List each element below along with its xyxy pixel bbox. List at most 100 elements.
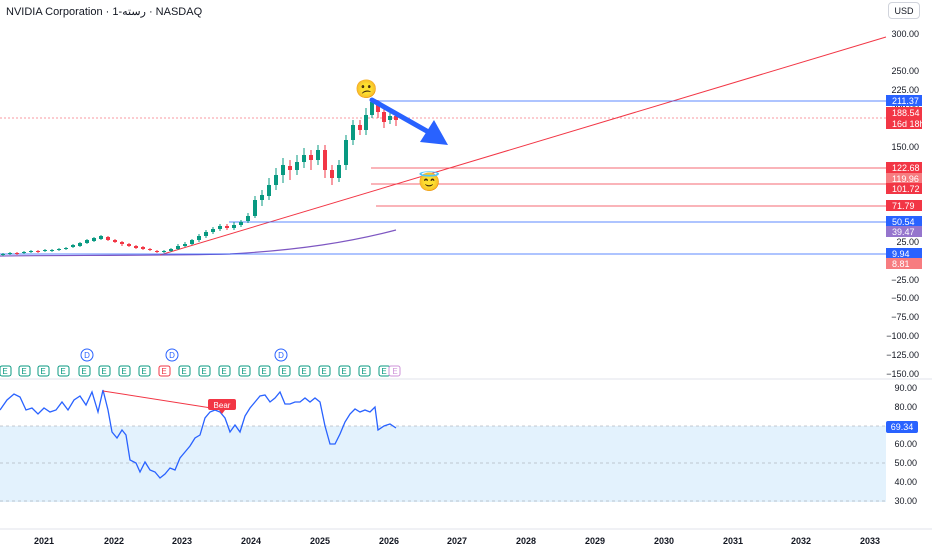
earnings-marker[interactable] [258, 365, 271, 377]
earnings-letter: E [392, 367, 397, 376]
price-tag-label: 8.81 [892, 259, 910, 269]
price-pane[interactable]: 😕 😇 [0, 36, 887, 257]
candle-body [64, 248, 68, 249]
candle-body [8, 253, 12, 254]
earnings-marker[interactable] [118, 365, 131, 377]
candle-body [190, 240, 194, 244]
earnings-marker[interactable] [218, 365, 231, 377]
currency-button[interactable]: USD [888, 2, 920, 19]
earnings-marker[interactable] [318, 365, 331, 377]
candle-body [99, 236, 103, 239]
earnings-marker[interactable] [278, 365, 291, 377]
price-tag-label: 101.72 [892, 184, 920, 194]
price-tag-label: 211.37 [892, 96, 919, 106]
earnings-marker[interactable] [238, 365, 251, 377]
price-tag-label: 188.54 [892, 108, 920, 118]
earnings-letter: E [181, 367, 186, 376]
earnings-marker[interactable] [138, 365, 151, 377]
price-axis-tick: −150.00 [886, 369, 919, 379]
candle-body [394, 116, 398, 120]
candle-body [281, 165, 285, 175]
time-axis-year: 2030 [654, 536, 674, 546]
time-axis-year: 2021 [34, 536, 54, 546]
candle-body [71, 245, 75, 247]
earnings-marker[interactable] [298, 365, 311, 377]
earnings-marker[interactable] [338, 365, 351, 377]
candle-body [323, 150, 327, 170]
bear-divergence-tag: Bear [208, 399, 236, 414]
earnings-marker[interactable] [158, 365, 171, 377]
price-tag-label: 119.96 [892, 174, 919, 184]
time-axis-year: 2024 [241, 536, 261, 546]
emoji-confused[interactable]: 😕 [355, 79, 377, 99]
price-axis-tick: −75.00 [891, 312, 919, 322]
dividend-letter: D [84, 351, 90, 360]
earnings-letter: E [161, 367, 166, 376]
candle-body [288, 166, 292, 170]
candle-body [344, 140, 348, 165]
bear-label: Bear [214, 401, 231, 410]
time-axis[interactable]: 2021 2022 2023 2024 2025 2026 2027 2028 2029 2030… [34, 536, 880, 546]
earnings-marker[interactable] [18, 365, 31, 377]
rsi-axis-tick: 40.00 [894, 477, 917, 487]
earnings-letter: E [361, 367, 366, 376]
dividend-marker[interactable] [80, 348, 94, 362]
emoji-smiling-angel[interactable]: 😇 [418, 171, 440, 192]
earnings-marker[interactable] [78, 365, 91, 377]
candle-body [204, 232, 208, 236]
earnings-marker[interactable] [98, 365, 111, 377]
dividend-marker[interactable] [274, 348, 288, 362]
projection-arrow[interactable] [369, 97, 448, 145]
price-tag-bg [886, 200, 922, 211]
earnings-letter: E [341, 367, 346, 376]
candle-body [113, 240, 117, 242]
candle-body [36, 251, 40, 252]
price-tag-bg [886, 95, 922, 106]
price-tag-bg [886, 258, 922, 269]
price-tag-bg [886, 183, 922, 194]
candle-body [260, 195, 264, 200]
dividend-marker[interactable] [165, 348, 179, 362]
earnings-marker-upcoming[interactable] [388, 365, 401, 377]
earnings-letter: E [281, 367, 286, 376]
candle-body [376, 105, 380, 112]
earnings-letter: E [221, 367, 226, 376]
price-axis-tick: −100.00 [886, 331, 919, 341]
time-axis-year: 2031 [723, 536, 743, 546]
price-tag-label: 50.54 [892, 217, 915, 227]
earnings-letter: E [261, 367, 266, 376]
trendline[interactable] [159, 36, 887, 256]
price-tag-label: 122.68 [892, 163, 920, 173]
candle-body [358, 125, 362, 130]
earnings-letter: E [201, 367, 206, 376]
time-axis-year: 2027 [447, 536, 467, 546]
time-axis-year: 2022 [104, 536, 124, 546]
earnings-marker[interactable] [178, 365, 191, 377]
price-axis-tick: −125.00 [886, 350, 919, 360]
earnings-marker[interactable] [358, 365, 371, 377]
earnings-letter: E [241, 367, 246, 376]
price-axis-tick: 225.00 [891, 85, 919, 95]
symbol-title[interactable]: NVIDIA Corporation · 1-رسته · NASDAQ [6, 6, 203, 18]
earnings-marker[interactable] [198, 365, 211, 377]
price-tag-bg [886, 107, 922, 118]
candle-body [22, 252, 26, 253]
candle-body [218, 226, 222, 229]
earnings-marker[interactable] [57, 365, 70, 377]
rsi-axis-tick: 80.00 [894, 402, 917, 412]
earnings-marker[interactable] [37, 365, 50, 377]
time-axis-year: 2033 [860, 536, 880, 546]
candle-body [57, 249, 61, 250]
candle-body [225, 226, 229, 228]
earnings-letter: E [141, 367, 146, 376]
candle-body [267, 185, 271, 196]
earnings-letter: E [381, 367, 386, 376]
rsi-axis-tick: 60.00 [894, 439, 917, 449]
rsi-divergence-line [102, 390, 225, 411]
earnings-marker[interactable] [0, 365, 12, 377]
candle-body [337, 165, 341, 178]
rsi-pane[interactable]: Bear [0, 389, 886, 502]
